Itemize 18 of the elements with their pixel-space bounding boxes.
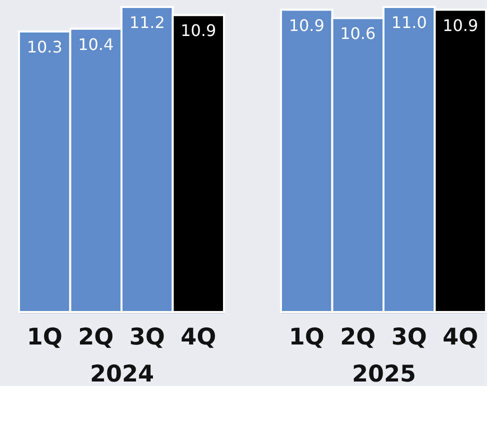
x-tick-label: 3Q [129, 324, 165, 350]
x-axis-title: 2025 [352, 362, 416, 388]
data-label: 10.9 [288, 16, 324, 35]
x-tick-label: 4Q [180, 324, 216, 350]
data-label: 10.9 [442, 16, 478, 35]
data-label: 11.0 [391, 13, 427, 32]
x-tick-label: 4Q [442, 324, 478, 350]
data-label: 10.6 [340, 24, 376, 44]
data-label: 10.9 [180, 21, 216, 40]
x-tick-label: 1Q [288, 324, 324, 350]
data-label: 10.4 [78, 34, 114, 54]
x-axis-title: 2024 [90, 362, 154, 388]
x-tick-label: 1Q [26, 324, 62, 350]
data-label: 10.3 [26, 38, 62, 57]
data-label: 11.2 [129, 13, 165, 32]
x-tick-label: 3Q [391, 324, 427, 350]
x-tick-label: 2Q [340, 324, 376, 350]
x-tick-label: 2Q [78, 324, 114, 350]
